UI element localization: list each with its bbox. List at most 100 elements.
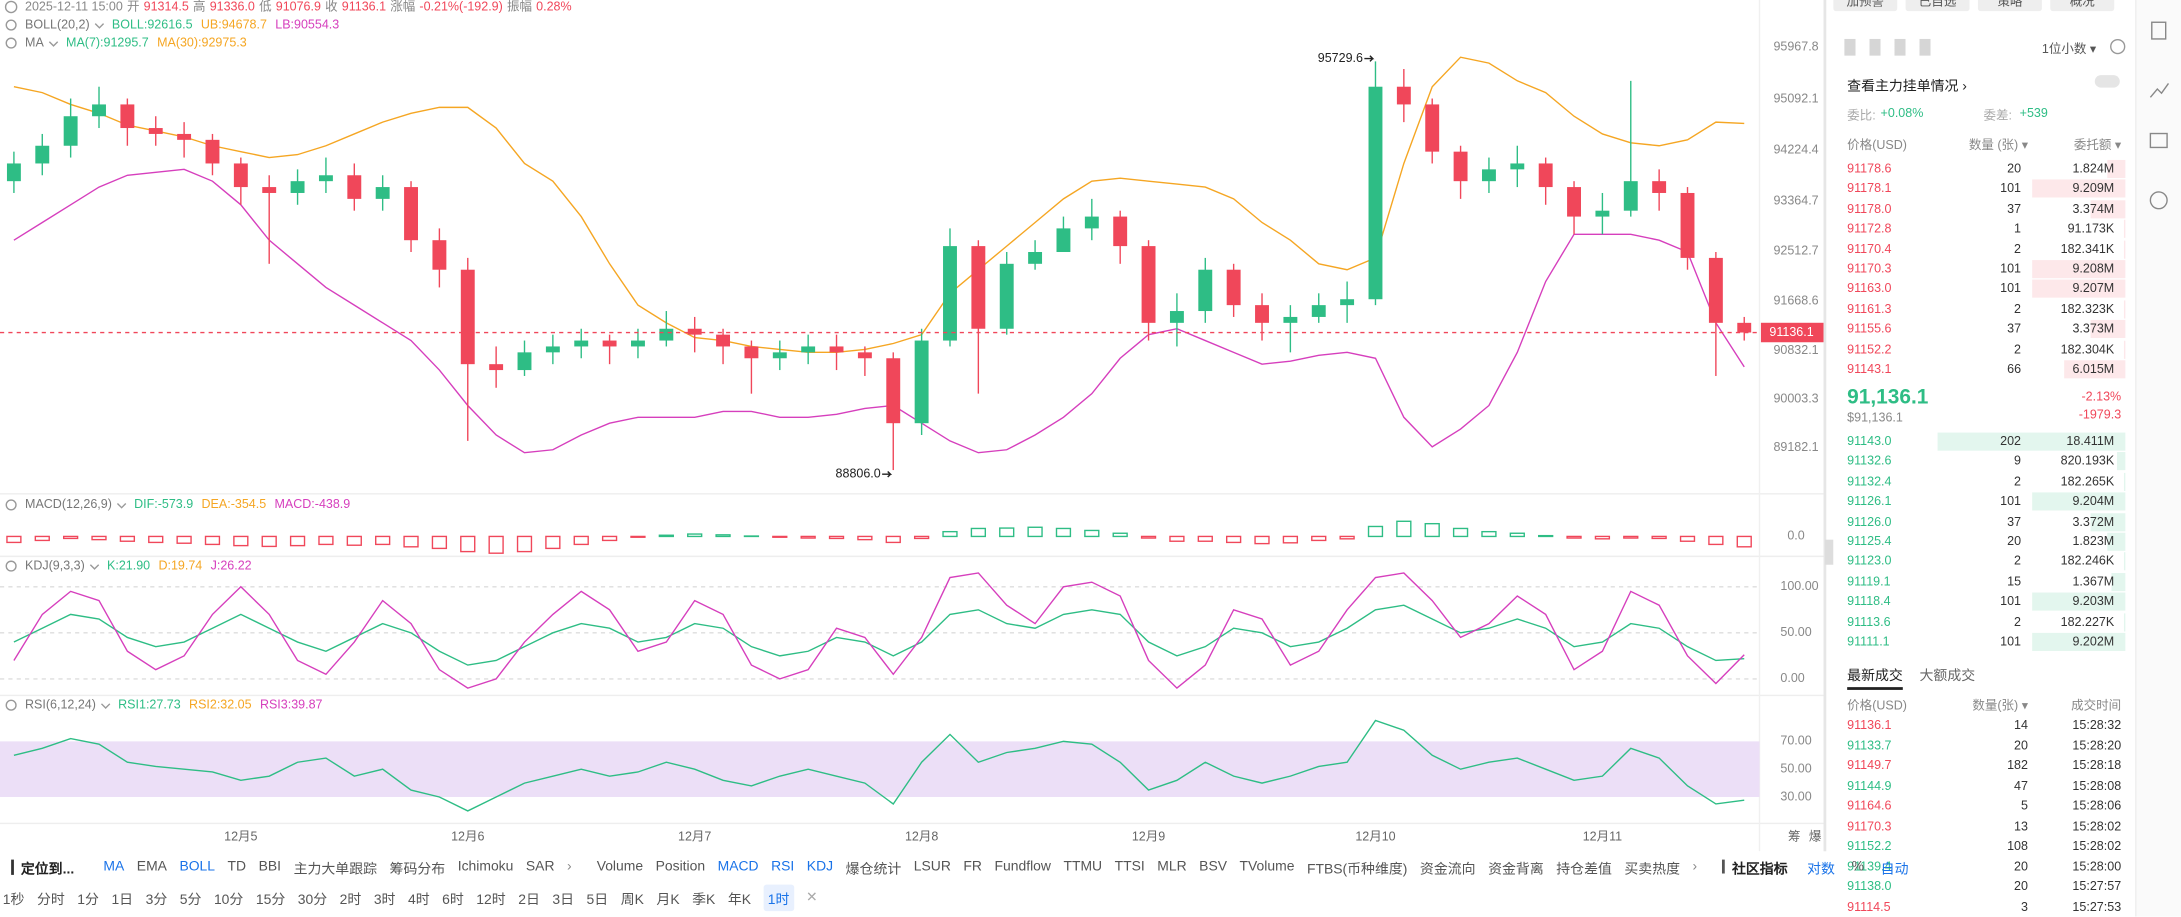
book-row[interactable]: 91119.1 15 1.367M bbox=[1833, 572, 2126, 591]
column-header[interactable]: 数量(张) ▾ bbox=[1972, 698, 2028, 713]
book-row[interactable]: 91143.1 66 6.015M bbox=[1833, 360, 2126, 379]
scale-option[interactable]: 自动 bbox=[1880, 861, 1909, 877]
more-button[interactable]: › bbox=[1692, 858, 1698, 875]
book-row[interactable]: 91132.4 2 182.265K bbox=[1833, 472, 2126, 491]
book-row[interactable]: 91125.4 20 1.823M bbox=[1833, 532, 2126, 551]
indicator-option[interactable]: 买卖热度 bbox=[1624, 861, 1681, 877]
indicator-option[interactable]: SAR bbox=[525, 858, 555, 875]
book-row[interactable]: 91152.2 2 182.304K bbox=[1833, 340, 2126, 359]
timeframe-option[interactable]: 2日 bbox=[518, 892, 540, 908]
indicator-option[interactable]: Position bbox=[655, 858, 706, 875]
indicator-option[interactable]: 主力大单跟踪 bbox=[293, 861, 378, 877]
timeframe-option[interactable]: 30分 bbox=[297, 892, 328, 908]
indicator-option[interactable]: TD bbox=[227, 858, 247, 875]
toggle[interactable] bbox=[2094, 75, 2120, 88]
timeframe-option[interactable]: 3分 bbox=[145, 892, 168, 908]
community-button[interactable]: 社区指标 bbox=[1731, 861, 1788, 877]
book-row[interactable]: 91132.6 9 820.193K bbox=[1833, 452, 2126, 471]
timeframe-option[interactable]: 4时 bbox=[407, 892, 430, 908]
book-row[interactable]: 91161.3 2 182.323K bbox=[1833, 300, 2126, 319]
indicator-option[interactable]: TTSI bbox=[1114, 858, 1145, 875]
close-button[interactable]: ✕ bbox=[806, 889, 818, 905]
timeframe-option[interactable]: 1时 bbox=[763, 883, 794, 911]
split-handle[interactable] bbox=[1823, 0, 1827, 852]
book-row[interactable]: 91178.1 101 9.209M bbox=[1833, 179, 2126, 199]
trade-tab[interactable]: 最新成交 bbox=[1847, 663, 1903, 690]
scale-option[interactable]: % bbox=[1851, 858, 1864, 875]
icon[interactable] bbox=[2149, 83, 2170, 98]
indicator-option[interactable]: KDJ bbox=[806, 858, 834, 875]
indicator-option[interactable]: Volume bbox=[596, 858, 644, 875]
indicator-option[interactable]: MA bbox=[103, 858, 125, 875]
book-row[interactable]: 91111.1 101 9.202M bbox=[1833, 632, 2126, 651]
book-row[interactable]: 91178.0 37 3.374M bbox=[1833, 200, 2126, 219]
indicator-option[interactable]: 筹码分布 bbox=[389, 861, 446, 877]
locate-icon[interactable] bbox=[11, 858, 14, 875]
timeframe-option[interactable]: 3日 bbox=[552, 892, 575, 908]
indicator-option[interactable]: FR bbox=[963, 858, 982, 875]
timeframe-option[interactable]: 1秒 bbox=[2, 892, 25, 908]
toolbar-button[interactable]: 加预警 bbox=[1833, 0, 1898, 12]
indicator-option[interactable]: 爆仓统计 bbox=[845, 861, 902, 877]
indicator-option[interactable]: BOLL bbox=[179, 858, 216, 875]
view-icons[interactable] bbox=[1844, 38, 1942, 56]
timeframe-option[interactable]: 1日 bbox=[111, 892, 134, 908]
timeframe-option[interactable]: 3时 bbox=[373, 892, 396, 908]
timeframe-option[interactable]: 年K bbox=[727, 892, 752, 908]
main-orders-link[interactable]: 查看主力挂单情况 › bbox=[1847, 79, 1967, 95]
timeframe-option[interactable]: 6时 bbox=[442, 892, 464, 908]
timeframe-option[interactable]: 12时 bbox=[476, 892, 506, 908]
timeframe-option[interactable]: 15分 bbox=[255, 892, 286, 908]
community-icon[interactable] bbox=[1722, 859, 1726, 874]
book-row[interactable]: 91170.3 101 9.208M bbox=[1833, 260, 2126, 279]
column-header[interactable]: 数量 (张) ▾ bbox=[1968, 137, 2028, 152]
timeframe-option[interactable]: 周K bbox=[620, 892, 644, 908]
timeframe-option[interactable]: 5日 bbox=[586, 892, 609, 908]
column-header[interactable]: 成交时间 bbox=[2071, 698, 2122, 713]
timeframe-option[interactable]: 1分 bbox=[77, 892, 99, 908]
indicator-option[interactable]: 资金背离 bbox=[1488, 861, 1544, 877]
trade-tab[interactable]: 大额成交 bbox=[1919, 669, 1976, 685]
timeframe-option[interactable]: 10分 bbox=[213, 892, 244, 908]
icon[interactable] bbox=[2149, 132, 2168, 149]
toolbar-button[interactable]: 已自选 bbox=[1905, 0, 1970, 12]
timeframe-option[interactable]: 季K bbox=[692, 892, 716, 908]
indicator-option[interactable]: BBI bbox=[258, 858, 282, 875]
book-row[interactable]: 91123.0 2 182.246K bbox=[1833, 552, 2126, 571]
timeframe-option[interactable]: 2时 bbox=[339, 892, 362, 908]
indicator-option[interactable]: Ichimoku bbox=[457, 858, 514, 875]
indicator-option[interactable]: 资金流向 bbox=[1419, 861, 1476, 877]
book-row[interactable]: 91126.0 37 3.372M bbox=[1833, 512, 2126, 531]
toolbar-button[interactable]: 概况 bbox=[2050, 0, 2115, 12]
book-row[interactable]: 91178.6 20 1.824M bbox=[1833, 159, 2126, 179]
book-row[interactable]: 91113.6 2 182.227K bbox=[1833, 612, 2126, 631]
more-button[interactable]: › bbox=[567, 858, 572, 875]
icon[interactable] bbox=[2149, 191, 2168, 210]
indicator-option[interactable]: 持仓差值 bbox=[1556, 861, 1612, 877]
scale-option[interactable]: 对数 bbox=[1807, 861, 1835, 877]
book-row[interactable]: 91163.0 101 9.207M bbox=[1833, 280, 2126, 299]
timeframe-option[interactable]: 5分 bbox=[179, 892, 202, 908]
icon[interactable] bbox=[2151, 21, 2167, 40]
book-row[interactable]: 91170.4 2 182.341K bbox=[1833, 240, 2126, 259]
collapse-button[interactable] bbox=[1824, 539, 1834, 565]
indicator-option[interactable]: MLR bbox=[1157, 858, 1187, 875]
indicator-option[interactable]: BSV bbox=[1199, 858, 1228, 875]
indicator-option[interactable]: MACD bbox=[717, 858, 759, 875]
locate-button[interactable]: 定位到... bbox=[20, 861, 75, 877]
book-row[interactable]: 91143.0 202 18.411M bbox=[1833, 432, 2126, 451]
timeframe-option[interactable]: 月K bbox=[656, 892, 680, 908]
indicator-option[interactable]: TVolume bbox=[1239, 858, 1295, 875]
indicator-option[interactable]: RSI bbox=[771, 858, 795, 875]
indicator-option[interactable]: Fundflow bbox=[994, 858, 1051, 875]
book-row[interactable]: 91118.4 101 9.203M bbox=[1833, 592, 2126, 611]
book-row[interactable]: 91172.8 1 91.173K bbox=[1833, 220, 2126, 239]
timeframe-option[interactable]: 分时 bbox=[36, 892, 65, 908]
toolbar-button[interactable]: 策略 bbox=[1977, 0, 2042, 12]
precision-select[interactable]: 1位小数 ▾ bbox=[2041, 41, 2097, 56]
indicator-option[interactable]: FTBS(币种维度) bbox=[1306, 861, 1408, 877]
settings-icon[interactable] bbox=[2110, 38, 2126, 55]
column-header[interactable]: 委托额 ▾ bbox=[2073, 137, 2122, 152]
book-row[interactable]: 91126.1 101 9.204M bbox=[1833, 492, 2126, 511]
indicator-option[interactable]: LSUR bbox=[913, 858, 951, 875]
